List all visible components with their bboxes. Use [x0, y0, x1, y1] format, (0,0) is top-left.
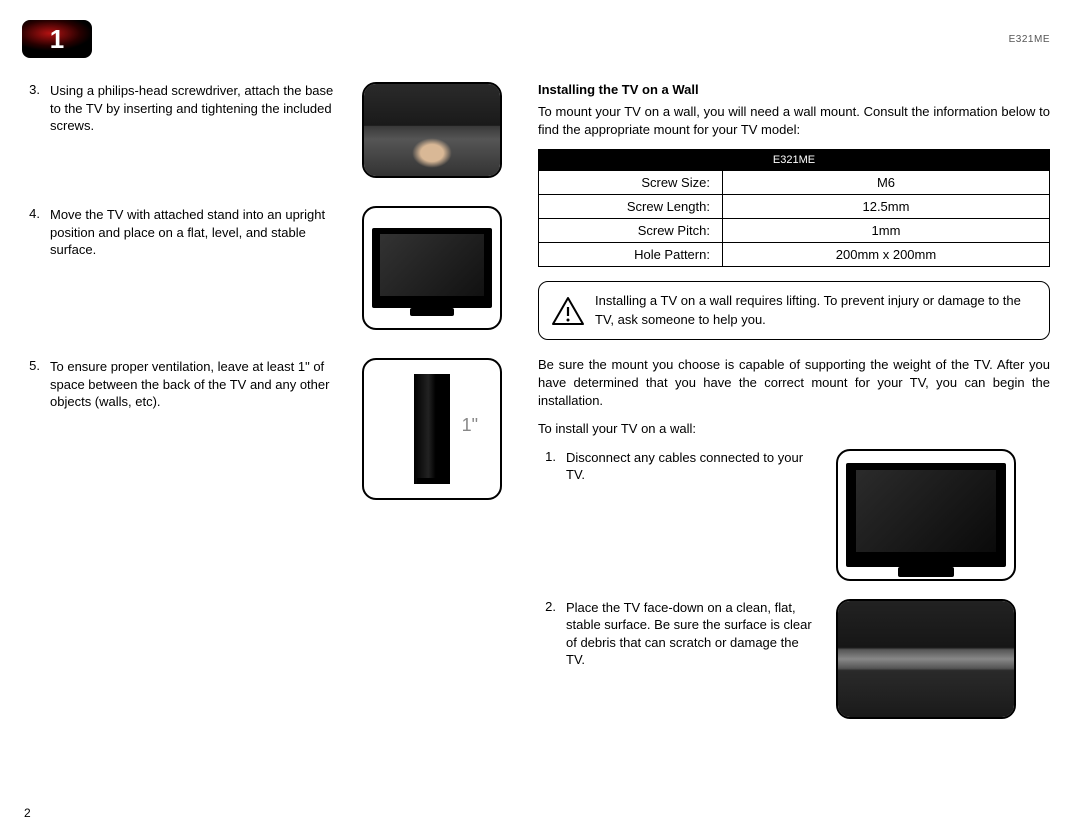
left-column: 3.Using a philips-head screwdriver, atta…	[22, 82, 502, 737]
step-number: 3.	[22, 82, 40, 135]
right-column: Installing the TV on a Wall To mount you…	[538, 82, 1050, 737]
table-row: Screw Length:12.5mm	[539, 195, 1050, 219]
page-header: 1 E321ME	[22, 20, 1050, 58]
spec-key: Hole Pattern:	[539, 243, 723, 267]
warning-text: Installing a TV on a wall requires lifti…	[595, 293, 1021, 326]
wall-install-step: 2.Place the TV face-down on a clean, fla…	[538, 599, 1050, 719]
mount-weight-para: Be sure the mount you choose is capable …	[538, 356, 1050, 411]
spec-value: 12.5mm	[722, 195, 1049, 219]
step-illustration	[362, 206, 502, 330]
wall-install-heading: Installing the TV on a Wall	[538, 82, 1050, 97]
chapter-badge: 1	[22, 20, 92, 58]
spec-value: 1mm	[722, 219, 1049, 243]
step-number: 1.	[538, 449, 556, 484]
chapter-number: 1	[50, 24, 64, 55]
wall-install-intro: To mount your TV on a wall, you will nee…	[538, 103, 1050, 139]
table-row: Hole Pattern:200mm x 200mm	[539, 243, 1050, 267]
instruction-step: 3.Using a philips-head screwdriver, atta…	[22, 82, 502, 178]
step-number: 5.	[22, 358, 40, 411]
step-text: 2.Place the TV face-down on a clean, fla…	[538, 599, 818, 669]
instruction-step: 4.Move the TV with attached stand into a…	[22, 206, 502, 330]
step-text: 1. Disconnect any cables connected to you…	[538, 449, 818, 484]
step-body: Place the TV face-down on a clean, flat,…	[566, 599, 818, 669]
content-columns: 3.Using a philips-head screwdriver, atta…	[22, 82, 1050, 737]
model-label-top: E321ME	[1009, 34, 1050, 45]
wall-install-step: 1. Disconnect any cables connected to you…	[538, 449, 1050, 581]
warning-icon	[551, 296, 585, 326]
spec-table-header: E321ME	[539, 150, 1050, 171]
page-number: 2	[24, 806, 31, 820]
step-illustration	[362, 82, 502, 178]
step-illustration	[836, 599, 1016, 719]
warning-box: Installing a TV on a wall requires lifti…	[538, 281, 1050, 339]
step-number: 4.	[22, 206, 40, 259]
step-body: Using a philips-head screwdriver, attach…	[50, 82, 344, 135]
instruction-step: 5.To ensure proper ventilation, leave at…	[22, 358, 502, 500]
table-row: Screw Size:M6	[539, 171, 1050, 195]
spec-value: 200mm x 200mm	[722, 243, 1049, 267]
step-illustration: 1"	[362, 358, 502, 500]
spec-table: E321ME Screw Size:M6Screw Length:12.5mmS…	[538, 149, 1050, 267]
step-body: Disconnect any cables connected to your …	[566, 449, 818, 484]
step-text: 5.To ensure proper ventilation, leave at…	[22, 358, 344, 411]
step-illustration	[836, 449, 1016, 581]
step-body: To ensure proper ventilation, leave at l…	[50, 358, 344, 411]
spec-value: M6	[722, 171, 1049, 195]
step-body: Move the TV with attached stand into an …	[50, 206, 344, 259]
install-lead-in: To install your TV on a wall:	[538, 420, 1050, 438]
spec-key: Screw Size:	[539, 171, 723, 195]
spec-key: Screw Pitch:	[539, 219, 723, 243]
step-text: 4.Move the TV with attached stand into a…	[22, 206, 344, 259]
step-number: 2.	[538, 599, 556, 669]
spec-key: Screw Length:	[539, 195, 723, 219]
step-text: 3.Using a philips-head screwdriver, atta…	[22, 82, 344, 135]
table-row: Screw Pitch:1mm	[539, 219, 1050, 243]
